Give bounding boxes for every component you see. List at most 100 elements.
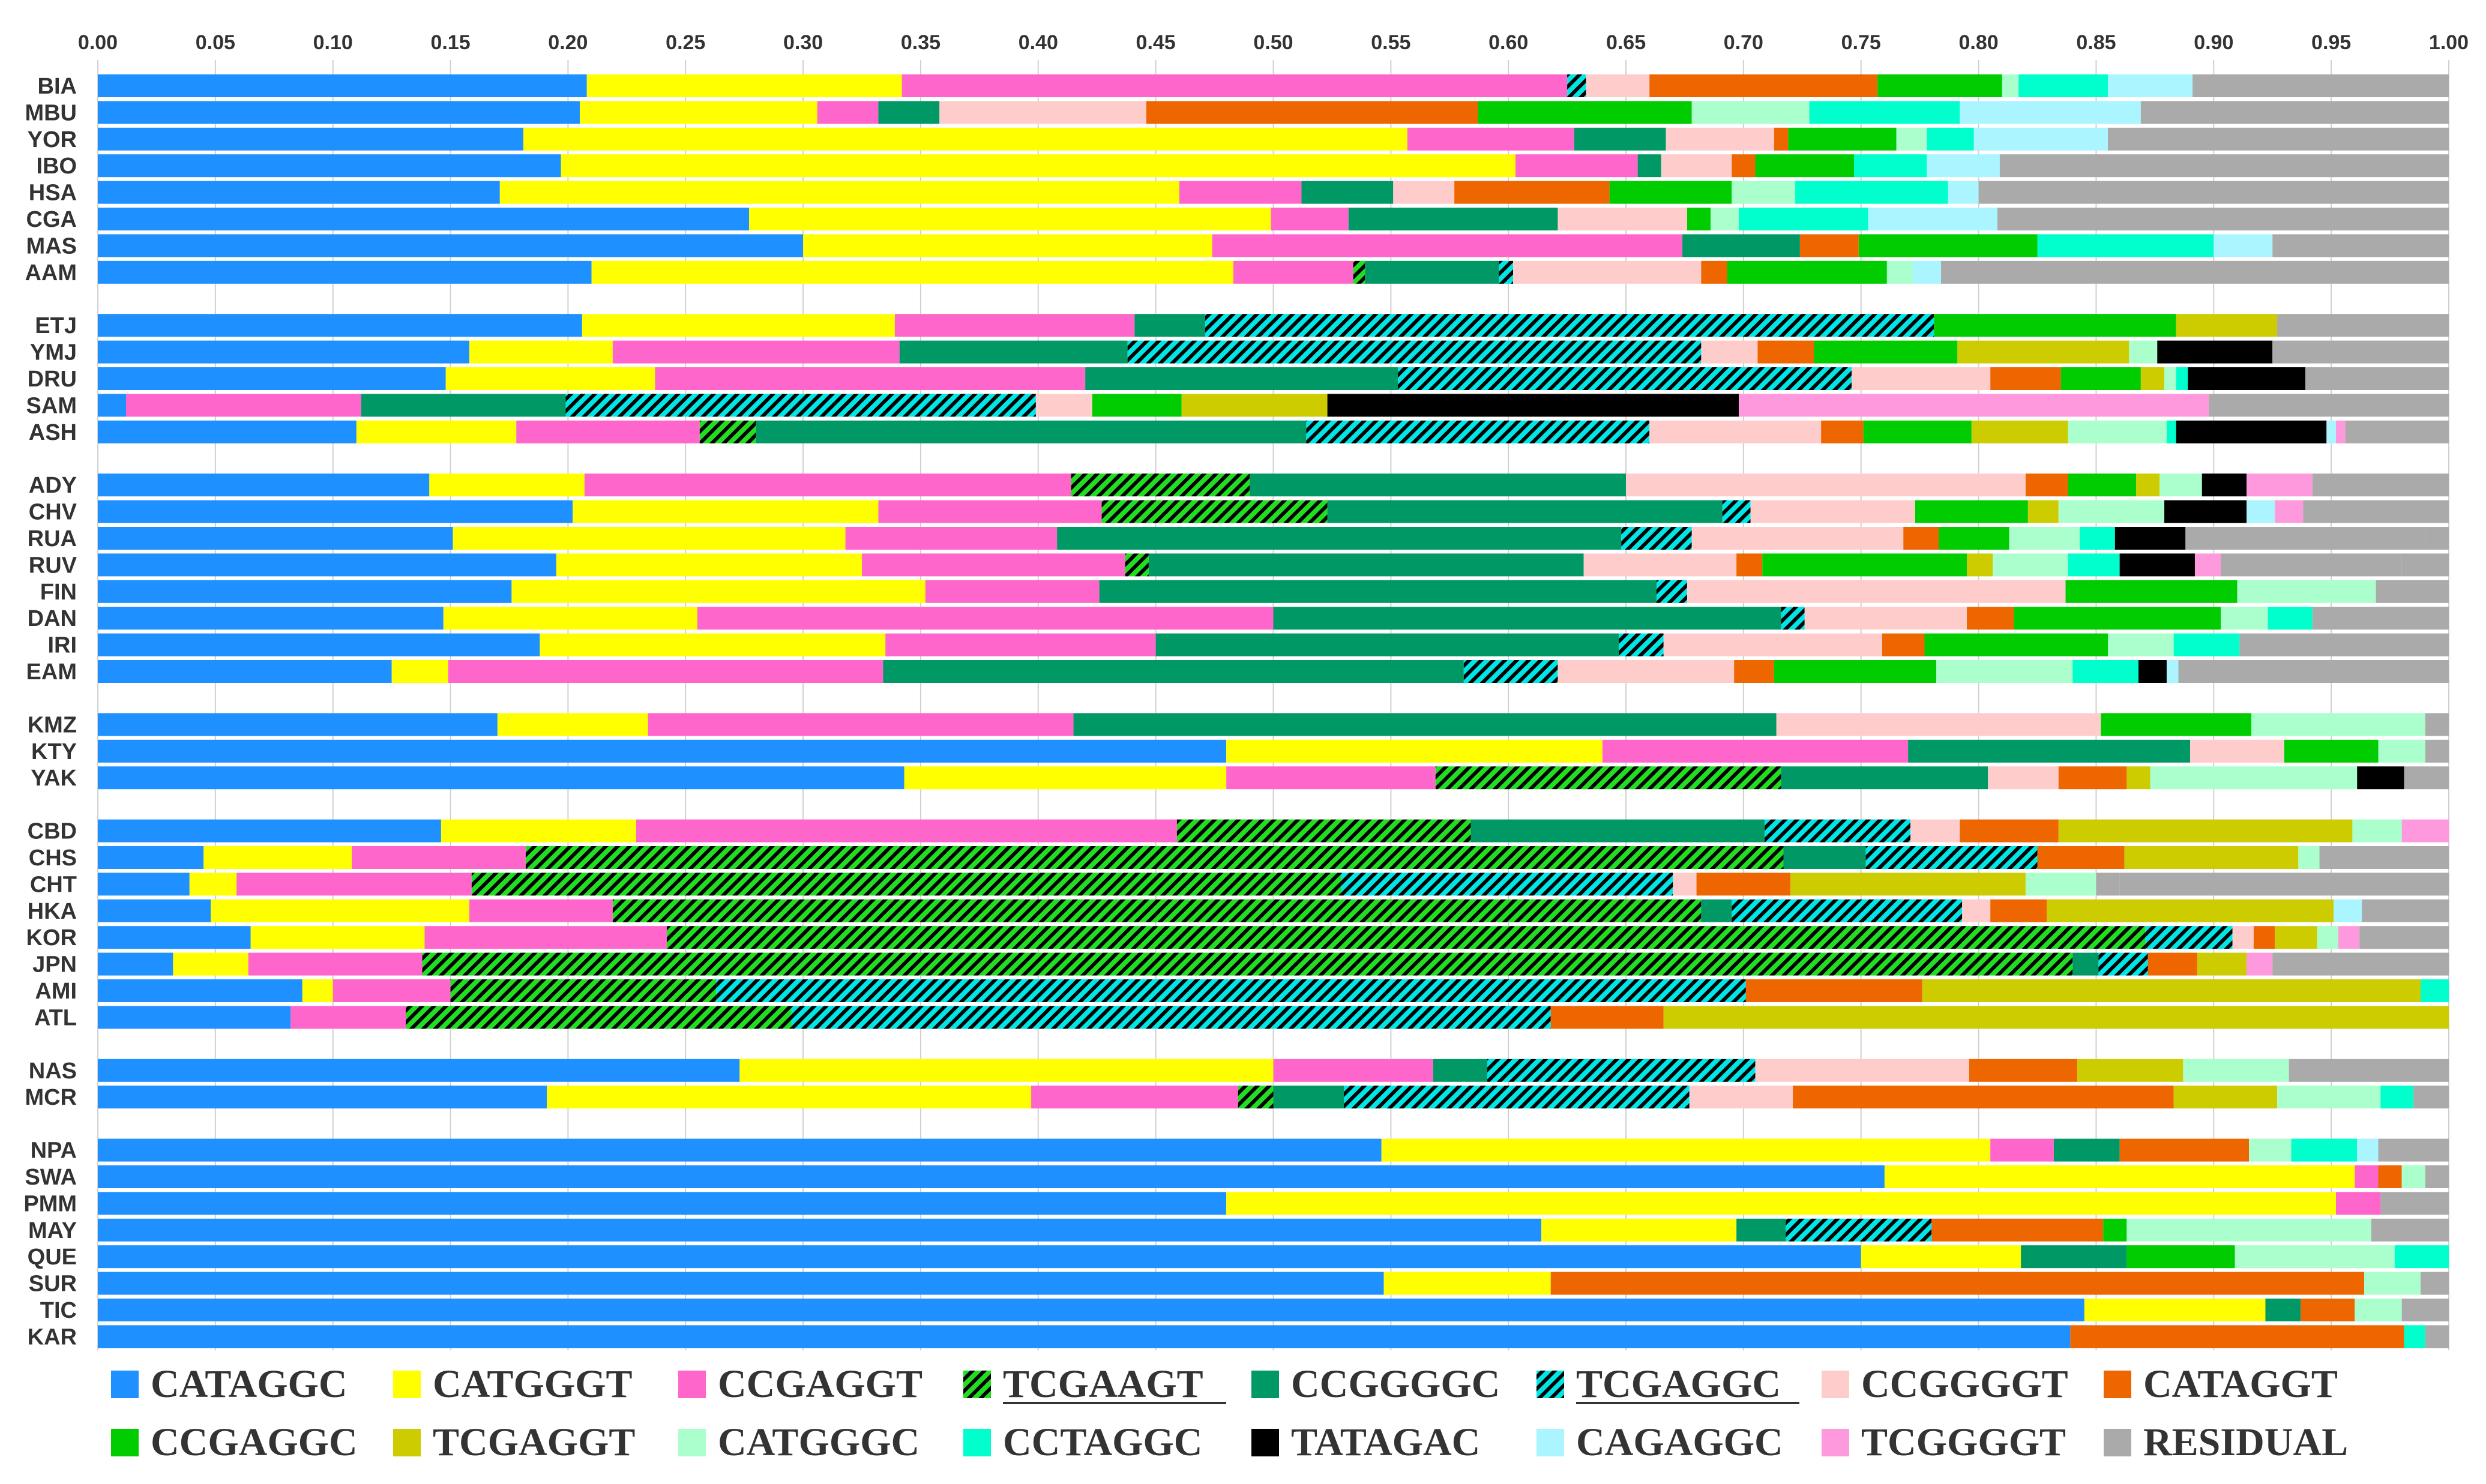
segment-catgggc bbox=[2401, 1165, 2425, 1188]
segment-tcgaggt bbox=[1957, 340, 2129, 364]
population-label: KTY bbox=[31, 739, 77, 765]
segment-catgggc bbox=[2249, 1138, 2292, 1162]
segment-catgggt bbox=[173, 952, 248, 976]
segment-ccgaggt bbox=[126, 394, 361, 417]
segment-ccggggt bbox=[1804, 607, 1967, 630]
segment-ccgaggt bbox=[290, 1006, 406, 1029]
population-label: RUA bbox=[28, 526, 77, 551]
segment-ccggggc bbox=[1057, 527, 1622, 550]
segment-catgggt bbox=[302, 979, 333, 1002]
legend-label: TCGAAGT bbox=[1003, 1362, 1203, 1406]
segment-ccggggc bbox=[1134, 314, 1205, 337]
segment-ccgaggt bbox=[2335, 1192, 2381, 1215]
segment-ccggggt bbox=[1691, 527, 1904, 550]
legend-item-cctaggc: CCTAGGC bbox=[963, 1420, 1202, 1464]
legend-item-cataggt: CATAGGT bbox=[2104, 1362, 2338, 1406]
segment-cataggt bbox=[1649, 74, 1878, 97]
segment-ccgaggc bbox=[1788, 127, 1897, 151]
segment-tcgaggc bbox=[2145, 926, 2233, 949]
segment-catgggt bbox=[2084, 1299, 2266, 1321]
x-tick-label: 0.65 bbox=[1606, 31, 1646, 54]
segment-ccgaggt bbox=[352, 846, 526, 869]
legend-item-tcgaagt: TCGAAGT bbox=[963, 1362, 1226, 1406]
segment-ccggggc bbox=[883, 660, 1464, 683]
segment-tcggggt bbox=[1739, 394, 2209, 417]
segment-residual bbox=[2303, 500, 2449, 523]
segment-ccggggt bbox=[1852, 367, 1991, 390]
legend-swatch bbox=[963, 1429, 991, 1456]
segment-residual bbox=[2376, 580, 2449, 603]
segment-ccgaggt bbox=[448, 660, 883, 683]
segment-ccggggc bbox=[1637, 154, 1661, 178]
segment-cataggt bbox=[1734, 660, 1774, 683]
x-tick-label: 0.80 bbox=[1959, 31, 1999, 54]
population-label: IRI bbox=[47, 633, 77, 658]
bar-QUE bbox=[98, 1245, 2449, 1269]
segment-residual bbox=[1940, 260, 2449, 284]
segment-catgggt bbox=[591, 260, 1233, 284]
segment-ccgaggt bbox=[516, 420, 700, 443]
segment-cataggt bbox=[2058, 766, 2127, 790]
segment-catgggc bbox=[2317, 926, 2338, 949]
segment-cctaggc bbox=[1853, 154, 1927, 178]
segment-ccgaggt bbox=[636, 819, 1177, 843]
segment-cataggc bbox=[98, 1245, 1861, 1269]
segment-ccggggc bbox=[1301, 181, 1394, 204]
segment-catgggc bbox=[2183, 1059, 2289, 1082]
segment-ccggggt bbox=[1626, 473, 2026, 497]
legend-item-cataggc: CATAGGC bbox=[111, 1362, 348, 1406]
segment-catgggt bbox=[582, 314, 895, 337]
bar-PMM bbox=[98, 1192, 2449, 1215]
legend-swatch bbox=[1251, 1429, 1279, 1456]
legend-swatch bbox=[1822, 1371, 1849, 1398]
segment-cataggc bbox=[98, 873, 190, 896]
segment-ccgaggc bbox=[1755, 154, 1854, 178]
segment-cataggt bbox=[1903, 527, 1939, 550]
segment-cctaggc bbox=[2018, 74, 2108, 97]
segment-cagaggc bbox=[1927, 154, 2000, 178]
x-tick-label: 0.50 bbox=[1253, 31, 1293, 54]
segment-tcggggt bbox=[2247, 473, 2313, 497]
population-label: MCR bbox=[25, 1085, 77, 1110]
population-label: YMJ bbox=[30, 340, 77, 365]
segment-tcgaggc bbox=[1344, 1086, 1690, 1109]
segment-residual bbox=[2272, 952, 2449, 976]
legend-item-tcggggt: TCGGGGT bbox=[1822, 1420, 2066, 1464]
bar-CHS bbox=[98, 846, 2449, 869]
bar-KTY bbox=[98, 739, 2449, 763]
segment-catgggc bbox=[1993, 553, 2068, 577]
segment-cataggc bbox=[98, 899, 211, 922]
population-label: FIN bbox=[40, 580, 77, 605]
segment-tcgaagt bbox=[1176, 819, 1471, 843]
population-label: CHV bbox=[29, 500, 77, 525]
segment-residual bbox=[2425, 713, 2449, 736]
segment-cataggc bbox=[98, 473, 430, 497]
population-label: EAM bbox=[26, 659, 77, 685]
segment-catgggc bbox=[2251, 713, 2425, 736]
segment-catgggt bbox=[511, 580, 925, 603]
legend-item-ccggggt: CCGGGGT bbox=[1822, 1362, 2068, 1406]
segment-residual bbox=[1997, 208, 2449, 230]
segment-cagaggc bbox=[2108, 74, 2193, 97]
segment-ccggggc bbox=[1148, 553, 1584, 577]
segment-ccgaggc bbox=[1478, 101, 1692, 124]
x-axis-ticks: 0.00 0.05 0.10 0.15 0.20 0.25 0.30 0.35 0.40 0.45… bbox=[78, 31, 2469, 54]
segment-catgggt bbox=[739, 1059, 1274, 1082]
segment-tatagac bbox=[1327, 394, 1739, 417]
segment-ccgaggt bbox=[878, 500, 1102, 523]
segment-ccgaggt bbox=[236, 873, 472, 896]
segment-tcgaggt bbox=[1181, 394, 1328, 417]
segment-tcgaagt bbox=[1071, 473, 1250, 497]
segment-ccggggc bbox=[1155, 633, 1619, 656]
bar-ASH bbox=[98, 420, 2449, 443]
segment-cataggc bbox=[98, 713, 498, 736]
segment-ccgaggc bbox=[2101, 713, 2251, 736]
segment-catgggc bbox=[2298, 846, 2320, 869]
segment-cctaggc bbox=[2268, 607, 2313, 630]
segment-cagaggc bbox=[2334, 899, 2362, 922]
segment-tcgaagt bbox=[450, 979, 717, 1002]
segment-cctaggc bbox=[2291, 1138, 2358, 1162]
segment-tcgaggc bbox=[1499, 260, 1514, 284]
legend-label: TCGGGGT bbox=[1861, 1420, 2066, 1464]
